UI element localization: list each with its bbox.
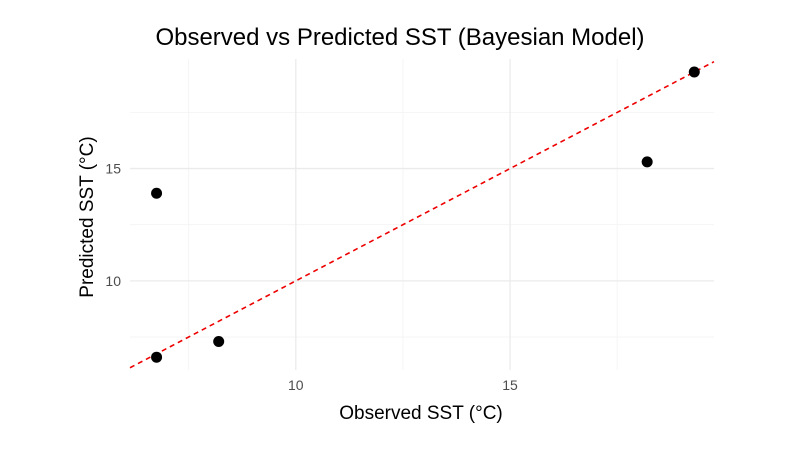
y-tick-label: 10 <box>105 273 121 289</box>
data-point <box>151 351 163 363</box>
data-point <box>641 156 653 168</box>
grid <box>130 59 714 370</box>
data-point <box>213 335 225 347</box>
x-tick-label: 15 <box>502 377 518 393</box>
data-points <box>151 66 700 363</box>
identity-reference-line <box>129 60 715 369</box>
data-point <box>151 187 163 199</box>
x-axis-title: Observed SST (°C) <box>339 403 503 424</box>
data-point <box>688 66 700 78</box>
x-tick-label: 10 <box>288 377 304 393</box>
tick-labels: 10 15 10 15 <box>105 161 518 393</box>
chart-title: Observed vs Predicted SST (Bayesian Mode… <box>155 24 644 51</box>
y-tick-label: 15 <box>105 161 121 177</box>
y-axis-title: Predicted SST (°C) <box>77 136 98 297</box>
